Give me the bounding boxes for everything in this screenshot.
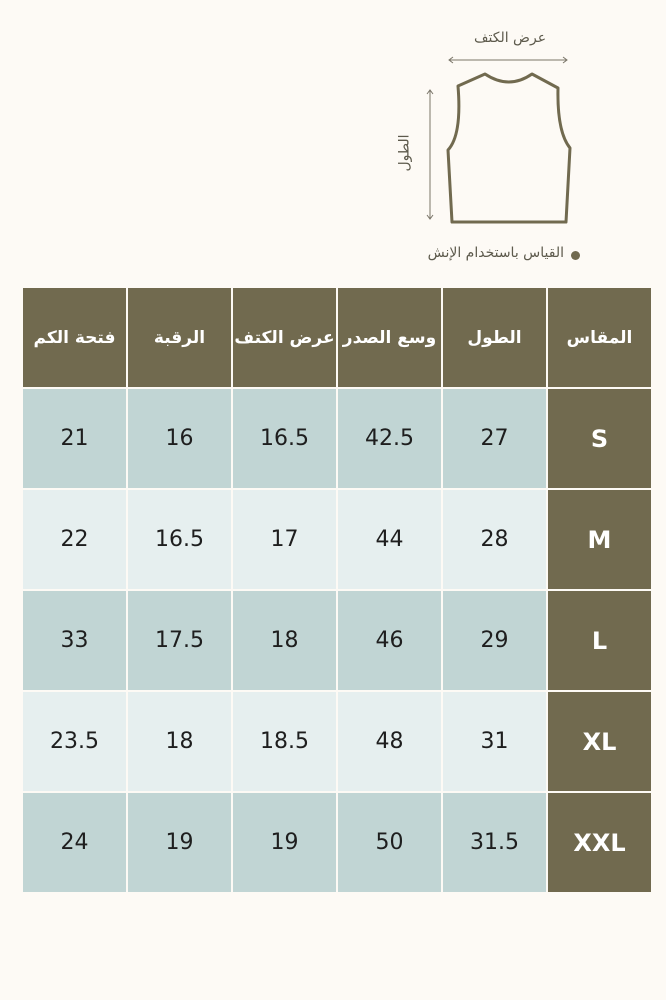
header-sleeve-opening: فتحة الكم xyxy=(21,286,128,389)
size-cell: S xyxy=(546,387,653,490)
table-cell: 19 xyxy=(126,791,233,894)
header-shoulder: عرض الكتف xyxy=(231,286,338,389)
table-cell: 18 xyxy=(126,690,233,793)
table-row: L 29 46 18 17.5 33 xyxy=(21,589,653,692)
table-cell: 33 xyxy=(21,589,128,692)
table-cell: 22 xyxy=(21,488,128,591)
table-cell: 16.5 xyxy=(231,387,338,490)
header-neck: الرقبة xyxy=(126,286,233,389)
table-cell: 29 xyxy=(441,589,548,692)
table-cell: 31 xyxy=(441,690,548,793)
size-cell: XXL xyxy=(546,791,653,894)
length-arrow xyxy=(426,89,434,220)
size-cell: L xyxy=(546,589,653,692)
table-row: M 28 44 17 16.5 22 xyxy=(21,488,653,591)
table-cell: 48 xyxy=(336,690,443,793)
table-cell: 50 xyxy=(336,791,443,894)
table-cell: 31.5 xyxy=(441,791,548,894)
table-row: XXL 31.5 50 19 19 24 xyxy=(21,791,653,894)
table-cell: 42.5 xyxy=(336,387,443,490)
table-cell: 18 xyxy=(231,589,338,692)
length-label: الطول xyxy=(396,134,413,172)
header-length: الطول xyxy=(441,286,548,389)
table-cell: 28 xyxy=(441,488,548,591)
table-cell: 18.5 xyxy=(231,690,338,793)
table-cell: 23.5 xyxy=(21,690,128,793)
header-row: المقاس الطول وسع الصدر عرض الكتف الرقبة … xyxy=(21,286,653,389)
table-cell: 19 xyxy=(231,791,338,894)
table-row: XL 31 48 18.5 18 23.5 xyxy=(21,690,653,793)
size-chart-table: المقاس الطول وسع الصدر عرض الكتف الرقبة … xyxy=(21,286,653,894)
size-cell: M xyxy=(546,488,653,591)
shoulder-width-label: عرض الكتف xyxy=(474,30,547,46)
table-cell: 16.5 xyxy=(126,488,233,591)
measurement-note: القياس باستخدام الإنش xyxy=(427,245,564,261)
table-cell: 27 xyxy=(441,387,548,490)
header-size: المقاس xyxy=(546,286,653,389)
table-cell: 44 xyxy=(336,488,443,591)
size-cell: XL xyxy=(546,690,653,793)
vest-diagram xyxy=(426,56,572,224)
shoulder-width-arrow xyxy=(448,56,568,64)
table-cell: 21 xyxy=(21,387,128,490)
table-cell: 24 xyxy=(21,791,128,894)
table-cell: 17.5 xyxy=(126,589,233,692)
header-chest: وسع الصدر xyxy=(336,286,443,389)
table-cell: 16 xyxy=(126,387,233,490)
vest-outline xyxy=(446,72,572,224)
table-cell: 46 xyxy=(336,589,443,692)
table-cell: 17 xyxy=(231,488,338,591)
bullet-icon xyxy=(571,251,580,260)
table-row: S 27 42.5 16.5 16 21 xyxy=(21,387,653,490)
